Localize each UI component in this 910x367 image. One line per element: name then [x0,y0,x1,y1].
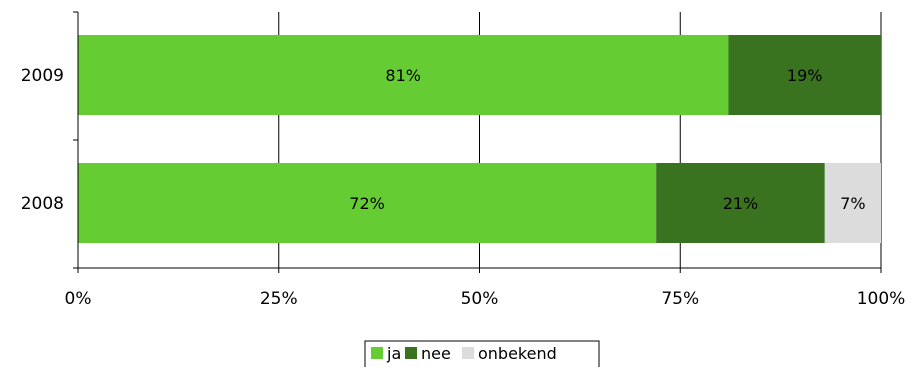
legend-label-nee: nee [421,344,451,363]
data-label-onbekend-2008: 7% [840,194,865,213]
bar-ja-2008 [78,163,657,243]
legend-box [364,340,600,367]
bar-labels: 81% 19% 72% 21% 7% [349,66,865,213]
category-label-2008: 2008 [21,194,64,214]
legend-swatch-ja [371,347,383,359]
bar-nee-2009 [728,35,881,115]
legend-label-onbekend: onbekend [478,344,557,363]
x-tick-label-100: 100% [857,289,906,309]
bar-nee-2008 [656,163,825,243]
legend-swatch-onbekend [462,347,474,359]
data-label-ja-2008: 72% [349,194,385,213]
bars [78,35,881,243]
x-tick-label-0: 0% [65,289,92,309]
legend-label-ja: ja [386,344,401,363]
data-label-nee-2009: 19% [787,66,823,85]
category-labels: 2009 2008 [21,66,64,214]
category-label-2009: 2009 [21,66,64,86]
x-tick-label-75: 75% [661,289,699,309]
x-tick-label-50: 50% [461,289,499,309]
bar-onbekend-2008 [824,163,881,243]
x-tick-label-25: 25% [260,289,298,309]
axes [73,11,882,273]
x-tick-labels: 0% 25% 50% 75% 100% [65,289,906,309]
legend-swatch-nee [405,347,417,359]
data-label-ja-2009: 81% [385,66,421,85]
data-label-nee-2008: 21% [723,194,759,213]
bar-ja-2009 [78,35,729,115]
legend: ja nee onbekend [364,340,600,367]
